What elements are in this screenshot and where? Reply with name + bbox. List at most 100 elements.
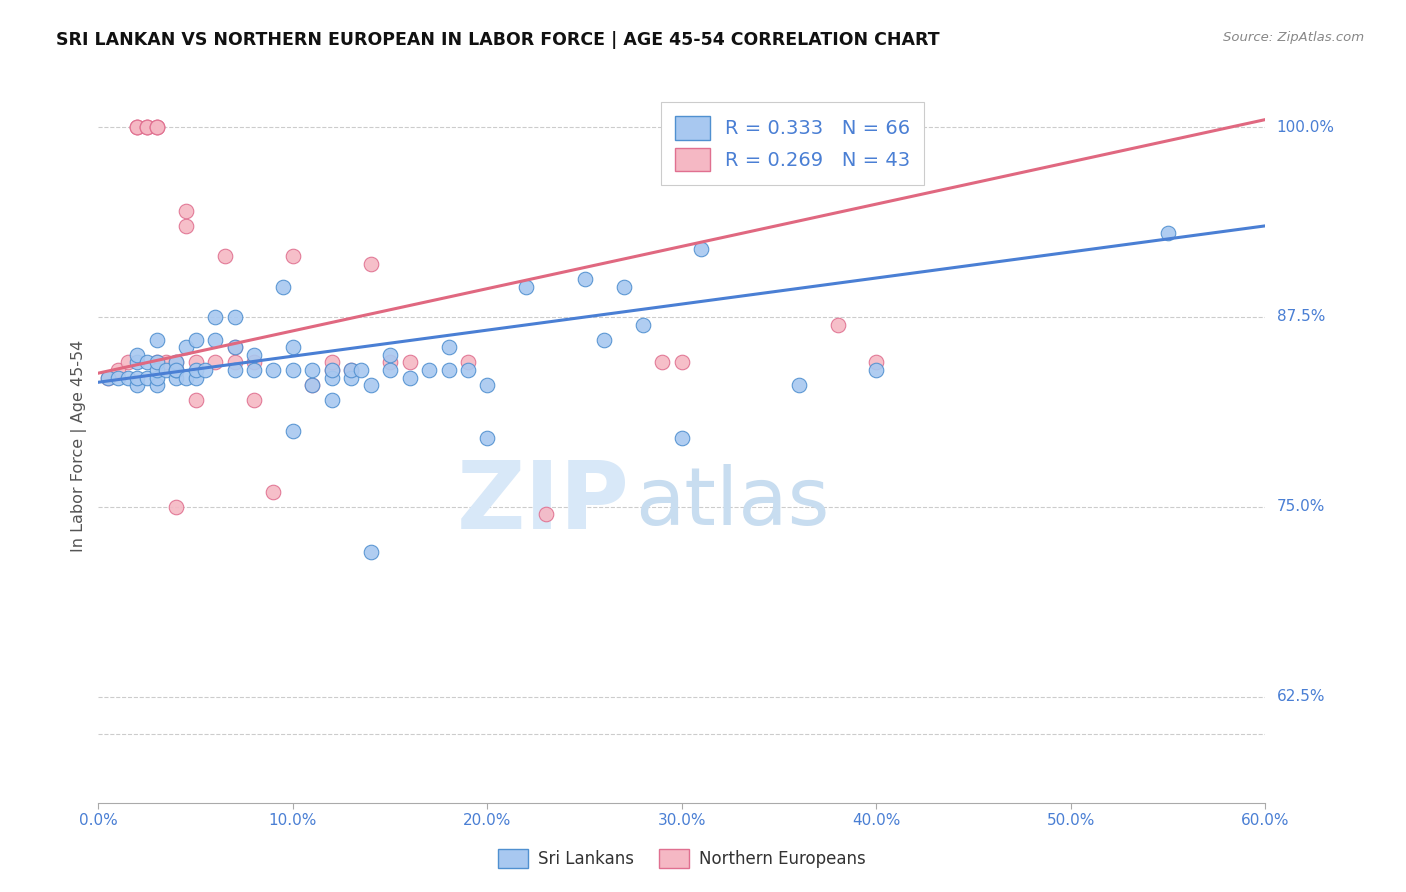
Point <box>117 370 139 384</box>
Point <box>155 355 177 369</box>
Point <box>204 310 226 324</box>
Text: 87.5%: 87.5% <box>1277 310 1324 325</box>
Point <box>243 363 266 377</box>
Point <box>146 363 169 377</box>
Point <box>174 340 197 354</box>
Point <box>301 378 323 392</box>
Point <box>136 355 159 369</box>
Point <box>107 363 129 377</box>
Point <box>457 363 479 377</box>
Point <box>165 363 187 377</box>
Point <box>437 340 460 354</box>
Point <box>243 393 266 408</box>
Point <box>224 355 246 369</box>
Point <box>146 120 169 135</box>
Point <box>174 219 197 233</box>
Point <box>378 355 402 369</box>
Text: 62.5%: 62.5% <box>1277 689 1324 704</box>
Point <box>127 348 149 362</box>
Point <box>301 378 323 392</box>
Point <box>107 370 129 384</box>
Text: 75.0%: 75.0% <box>1277 500 1324 514</box>
Point <box>515 279 537 293</box>
Point <box>136 370 159 384</box>
Point <box>418 363 440 377</box>
Point <box>340 363 363 377</box>
Text: 100.0%: 100.0% <box>1277 120 1334 135</box>
Point <box>690 242 713 256</box>
Point <box>127 378 149 392</box>
Text: ZIP: ZIP <box>457 457 630 549</box>
Point <box>787 378 810 392</box>
Point <box>97 370 120 384</box>
Point <box>301 363 323 377</box>
Point <box>321 393 343 408</box>
Point <box>321 370 343 384</box>
Point <box>146 120 169 135</box>
Point <box>146 120 169 135</box>
Point <box>378 348 402 362</box>
Point <box>360 545 382 559</box>
Point <box>398 355 420 369</box>
Point <box>97 370 120 384</box>
Point <box>146 333 169 347</box>
Point <box>184 355 207 369</box>
Point <box>117 355 139 369</box>
Point <box>184 393 207 408</box>
Point <box>593 333 616 347</box>
Point <box>127 355 149 369</box>
Point <box>224 310 246 324</box>
Point <box>477 378 499 392</box>
Point <box>136 120 159 135</box>
Point <box>281 363 304 377</box>
Point <box>146 378 169 392</box>
Point <box>165 363 187 377</box>
Point <box>398 370 420 384</box>
Point <box>340 363 363 377</box>
Legend: Sri Lankans, Northern Europeans: Sri Lankans, Northern Europeans <box>489 840 875 877</box>
Point <box>827 318 849 332</box>
Point <box>865 355 887 369</box>
Point <box>1157 227 1180 241</box>
Point <box>262 363 284 377</box>
Text: SRI LANKAN VS NORTHERN EUROPEAN IN LABOR FORCE | AGE 45-54 CORRELATION CHART: SRI LANKAN VS NORTHERN EUROPEAN IN LABOR… <box>56 31 939 49</box>
Point <box>477 431 499 445</box>
Point <box>243 355 266 369</box>
Point <box>457 355 479 369</box>
Point <box>224 340 246 354</box>
Point <box>146 355 169 369</box>
Point <box>165 363 187 377</box>
Point <box>378 363 402 377</box>
Point <box>865 363 887 377</box>
Point <box>184 363 207 377</box>
Point <box>155 363 177 377</box>
Point <box>174 370 197 384</box>
Point <box>360 378 382 392</box>
Point <box>184 370 207 384</box>
Point <box>146 370 169 384</box>
Point <box>350 363 373 377</box>
Point <box>671 355 693 369</box>
Point <box>165 500 187 514</box>
Point <box>651 355 673 369</box>
Point <box>612 279 634 293</box>
Text: Source: ZipAtlas.com: Source: ZipAtlas.com <box>1223 31 1364 45</box>
Point <box>146 355 169 369</box>
Point <box>574 272 596 286</box>
Point <box>340 370 363 384</box>
Point <box>271 279 294 293</box>
Point <box>136 120 159 135</box>
Point <box>281 249 304 263</box>
Point <box>321 363 343 377</box>
Point <box>631 318 654 332</box>
Point <box>360 257 382 271</box>
Point <box>127 120 149 135</box>
Point <box>204 355 226 369</box>
Point <box>321 355 343 369</box>
Point <box>534 508 557 522</box>
Point <box>174 203 197 218</box>
Point <box>194 363 217 377</box>
Point <box>262 484 284 499</box>
Point <box>281 340 304 354</box>
Point <box>224 340 246 354</box>
